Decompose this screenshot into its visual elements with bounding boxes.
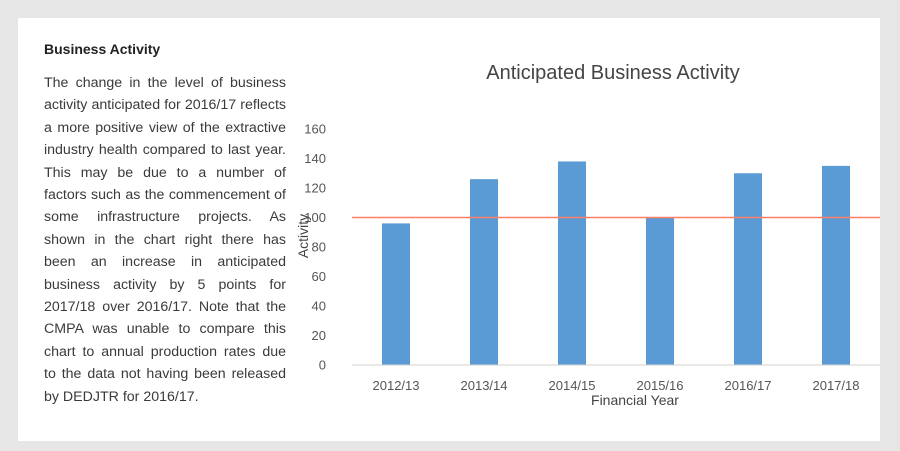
bar-chart: Anticipated Business Activity 0 20 40 60 80 1… — [295, 62, 880, 408]
x-tick-label: 2012/13 — [373, 378, 420, 393]
bar — [382, 223, 410, 365]
bar — [558, 161, 586, 365]
x-tick-label: 2015/16 — [637, 378, 684, 393]
y-axis-label: Activity — [295, 214, 311, 258]
y-tick-label: 120 — [304, 181, 326, 196]
y-tick-label: 60 — [312, 269, 326, 284]
x-tick-label: 2013/14 — [461, 378, 508, 393]
y-axis-ticks: 0 20 40 60 80 100 120 140 160 — [304, 122, 326, 373]
chart-title: Anticipated Business Activity — [486, 62, 739, 84]
content-panel: Business Activity The change in the leve… — [18, 18, 880, 441]
y-tick-label: 80 — [312, 240, 326, 255]
x-axis-label: Financial Year — [591, 392, 679, 408]
bar — [470, 179, 498, 365]
x-tick-label: 2014/15 — [549, 378, 596, 393]
bar-series — [382, 161, 850, 365]
bar — [822, 165, 850, 365]
section-body-text: The change in the level of business acti… — [44, 75, 286, 405]
y-tick-label: 40 — [312, 299, 326, 314]
chart-container: Anticipated Business Activity 0 20 40 60 80 1… — [290, 58, 880, 418]
x-axis-ticks: 2012/13 2013/14 2014/15 2015/16 2016/17 2017/… — [373, 378, 860, 393]
bar — [734, 173, 762, 365]
y-tick-label: 100 — [304, 210, 326, 225]
x-tick-label: 2017/18 — [813, 378, 860, 393]
y-tick-label: 140 — [304, 151, 326, 166]
y-tick-label: 0 — [319, 358, 326, 373]
text-column: Business Activity The change in the leve… — [44, 40, 286, 408]
x-tick-label: 2016/17 — [725, 378, 772, 393]
y-tick-label: 20 — [312, 328, 326, 343]
bar — [646, 217, 674, 365]
y-tick-label: 160 — [304, 122, 326, 137]
section-heading: Business Activity — [44, 41, 161, 57]
